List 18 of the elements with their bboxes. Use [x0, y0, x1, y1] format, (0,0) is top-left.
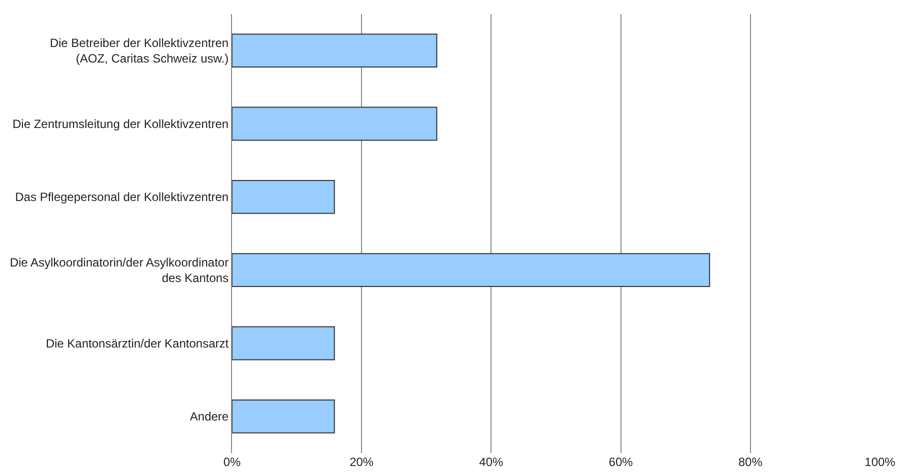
y-tick-label: Die Kantonsärztin/der Kantonsarzt — [46, 336, 230, 350]
y-tick-label: Die Betreiber der Kollektivzentren (AOZ, Caritas Schweiz usw.) — [50, 36, 229, 66]
bar — [232, 399, 335, 434]
x-tick-label: 40% — [479, 455, 504, 469]
y-tick-label: Die Zentrumsleitung der Kollektivzentren — [12, 116, 229, 131]
bar — [232, 180, 335, 214]
x-tick-label: 60% — [608, 455, 634, 469]
x-tick-label: 80% — [738, 455, 763, 469]
y-tick-label: Andere — [190, 410, 229, 424]
bar — [232, 106, 438, 141]
bar — [232, 253, 710, 288]
bar — [232, 34, 438, 68]
x-tick-label: 0% — [223, 455, 241, 469]
x-tick-label: 20% — [350, 455, 374, 469]
bar — [232, 326, 335, 360]
y-tick-label: Das Pflegepersonal der Kollektivzentren — [15, 190, 229, 204]
y-tick-label: Die Asylkoordinatorin/der Asylkoordinator des Kantons — [10, 255, 229, 286]
x-tick-label: 100% — [864, 455, 896, 469]
